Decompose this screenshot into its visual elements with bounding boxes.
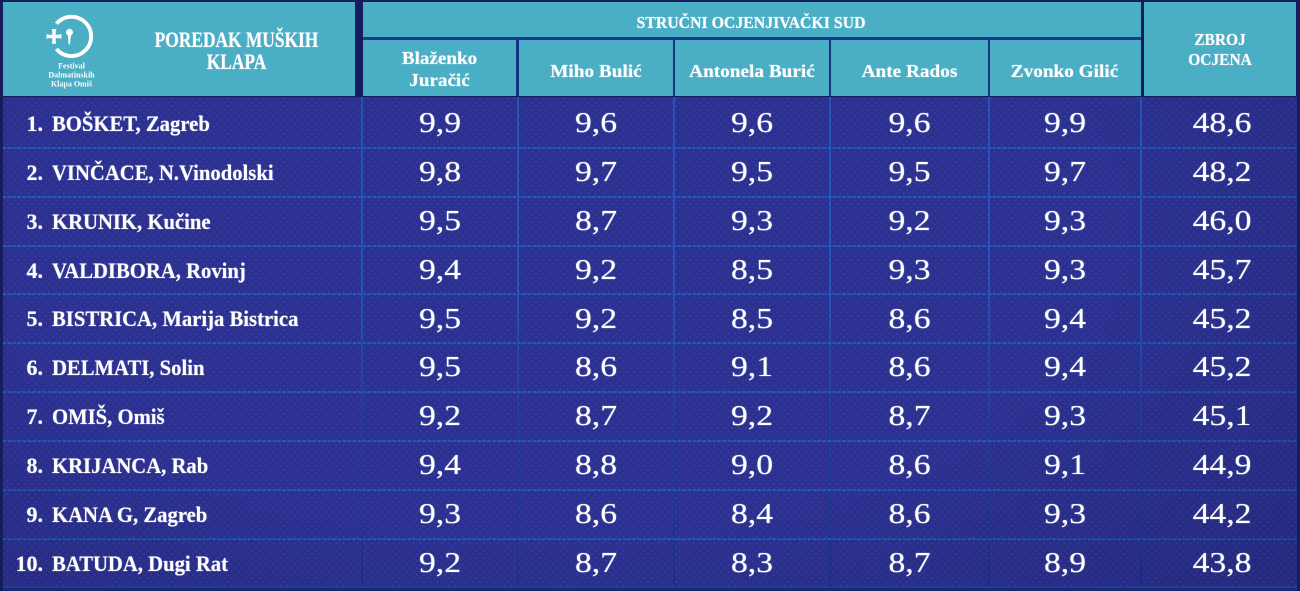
svg-text:Klapa Omiš: Klapa Omiš xyxy=(51,80,92,89)
svg-text:Festival: Festival xyxy=(58,62,85,71)
svg-text:Dalmatinskih: Dalmatinskih xyxy=(48,71,95,80)
